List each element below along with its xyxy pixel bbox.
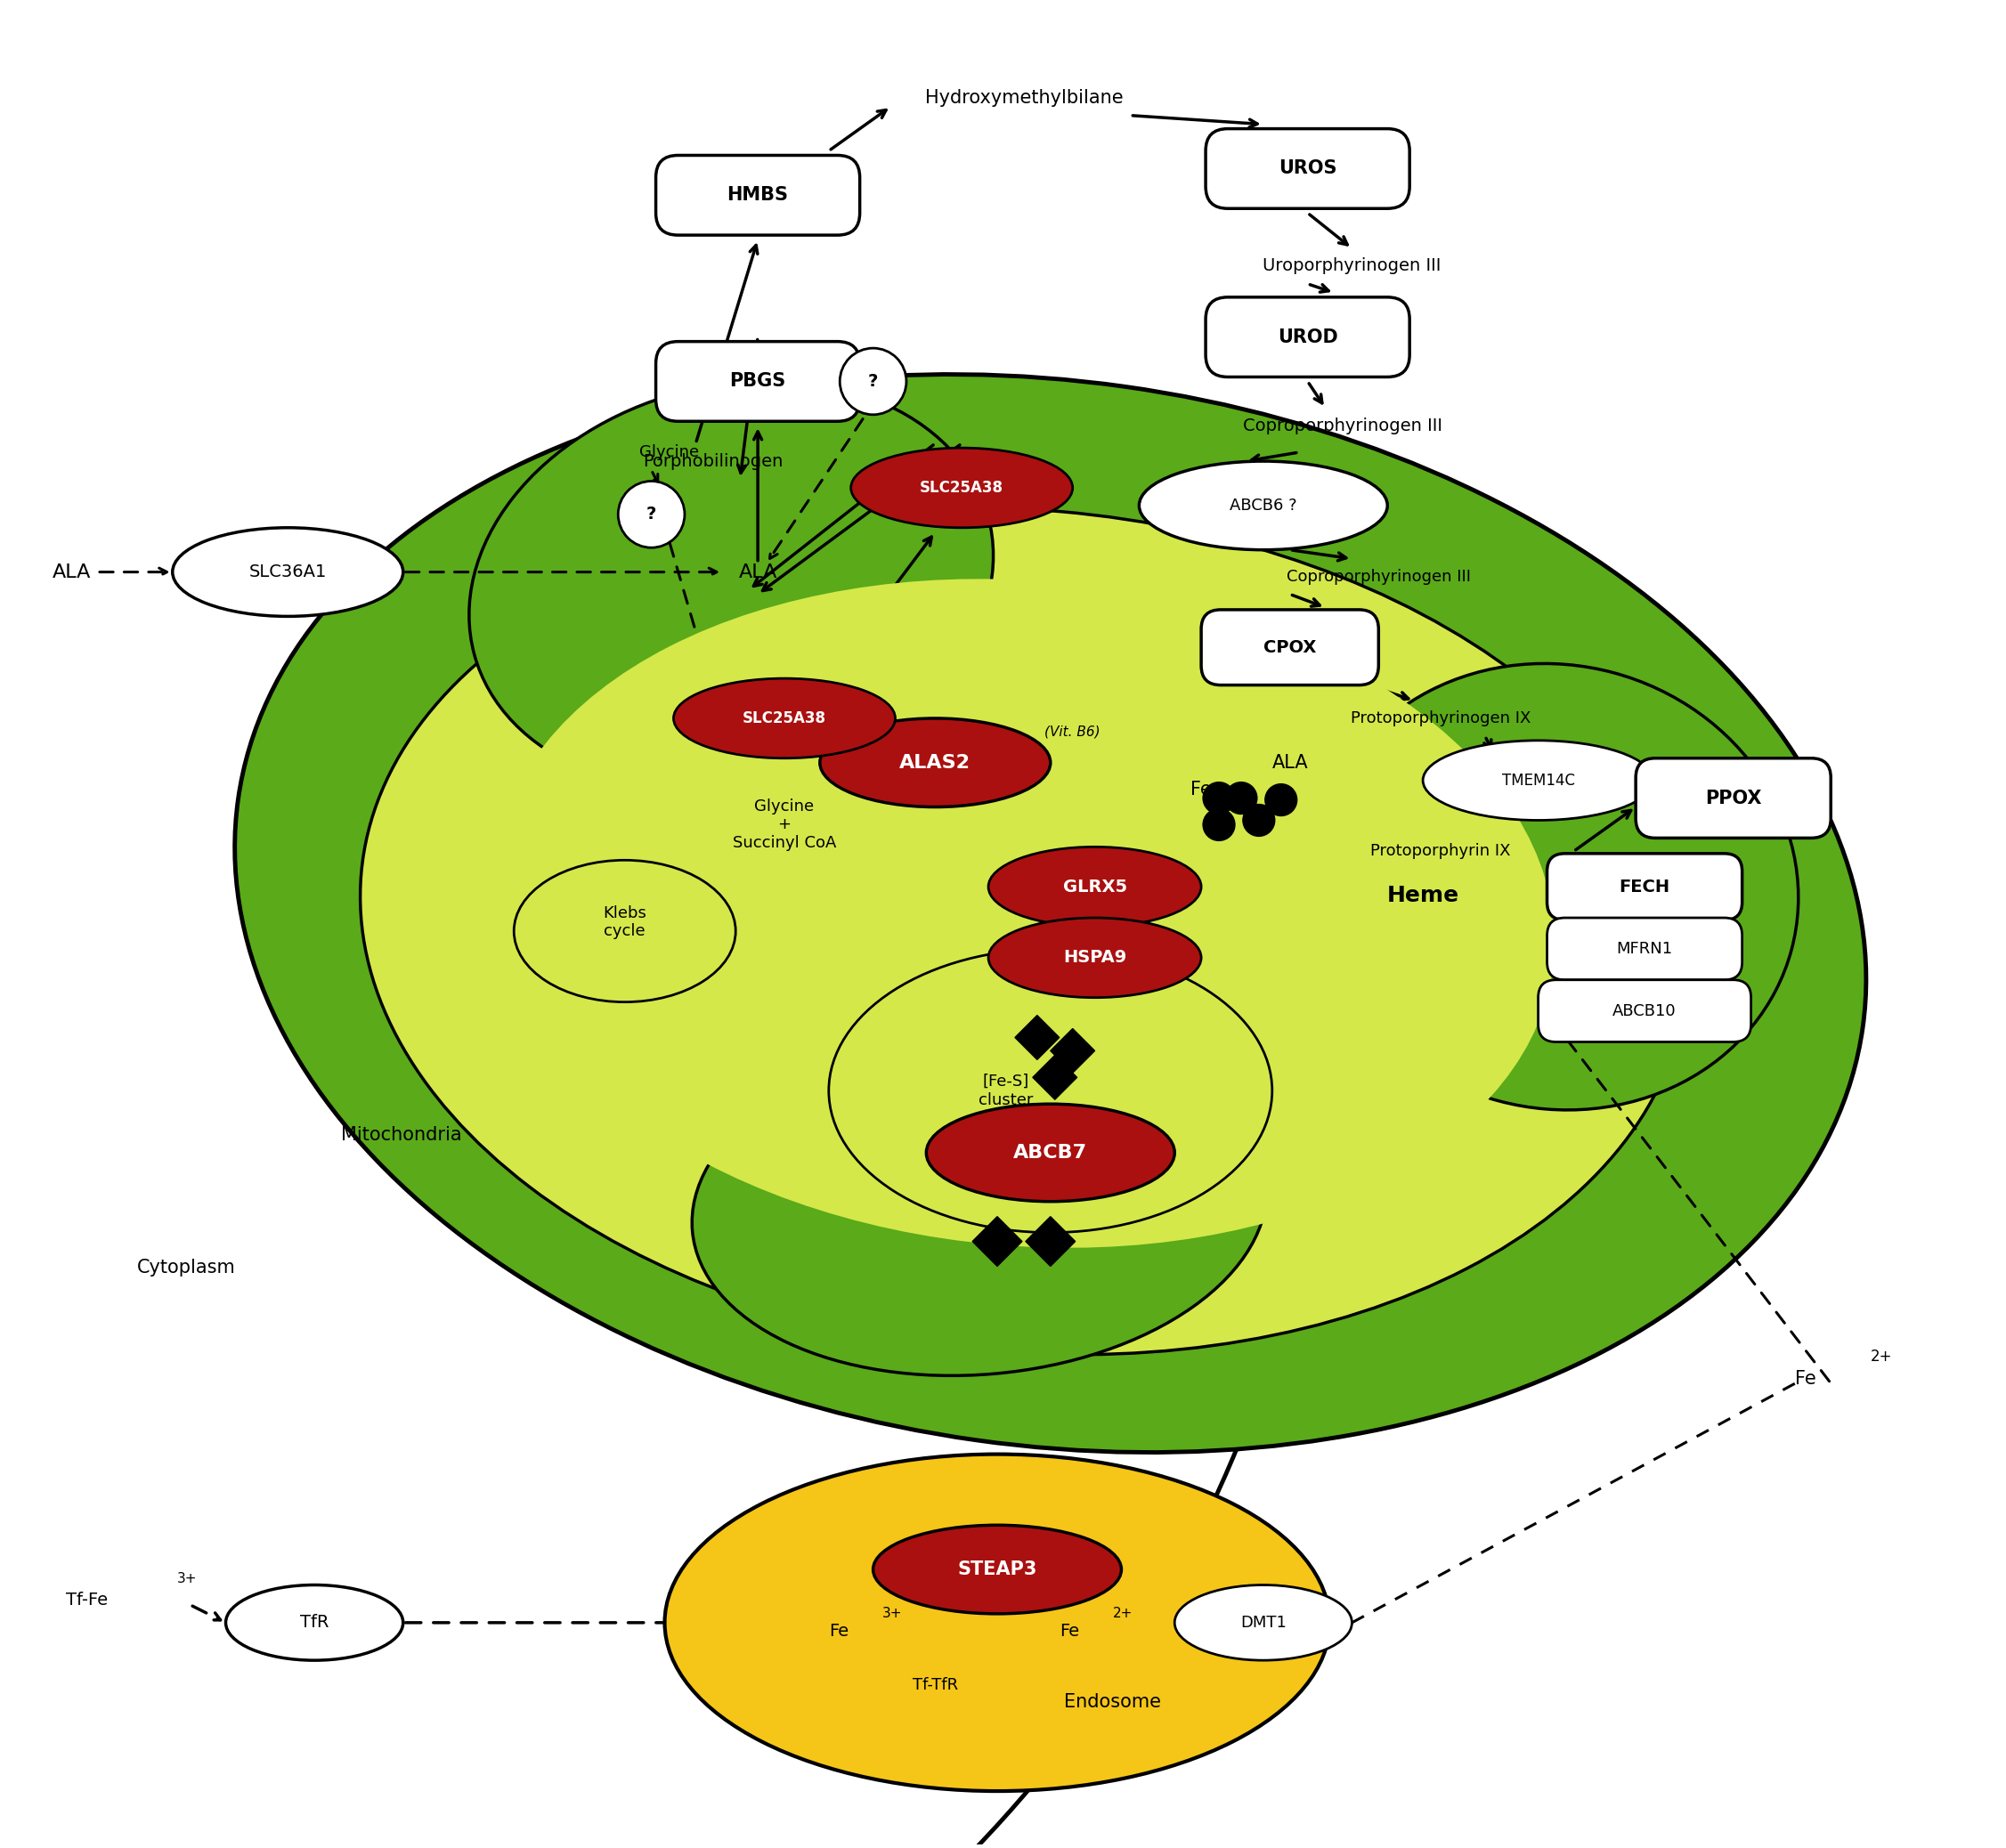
FancyBboxPatch shape [656,155,861,235]
Ellipse shape [361,508,1687,1355]
Ellipse shape [235,375,1866,1453]
Text: Tf-Fe: Tf-Fe [66,1591,108,1610]
Text: Mitochondria: Mitochondria [341,1125,461,1144]
Ellipse shape [1422,741,1653,821]
Text: Uroporphyrinogen III: Uroporphyrinogen III [1262,257,1440,275]
Polygon shape [1051,1029,1095,1074]
Text: ALAS2: ALAS2 [899,754,971,772]
Text: Porphobilinogen: Porphobilinogen [644,453,784,469]
Ellipse shape [820,719,1051,808]
Ellipse shape [989,846,1202,926]
Ellipse shape [841,347,907,414]
Text: HMBS: HMBS [726,187,788,203]
Text: Cytoplasm: Cytoplasm [136,1258,235,1277]
Text: GLRX5: GLRX5 [1063,878,1127,894]
Text: ?: ? [646,506,656,523]
Circle shape [1226,782,1258,815]
Ellipse shape [664,1454,1330,1791]
Text: UROS: UROS [1278,159,1336,177]
Text: PPOX: PPOX [1705,789,1761,808]
Text: Klebs
cycle: Klebs cycle [604,906,646,939]
Text: ALA: ALA [1272,754,1308,772]
Text: Fe: Fe [828,1623,849,1639]
Text: Fe: Fe [1795,1369,1817,1388]
Ellipse shape [493,578,1555,1247]
FancyBboxPatch shape [1202,610,1378,686]
Text: 2+: 2+ [1113,1608,1133,1621]
FancyBboxPatch shape [1635,758,1831,837]
Text: STEAP3: STEAP3 [957,1560,1037,1578]
Ellipse shape [469,381,993,789]
Text: SLC25A38: SLC25A38 [921,480,1003,495]
FancyBboxPatch shape [656,342,861,421]
Polygon shape [973,1216,1023,1266]
FancyBboxPatch shape [1206,129,1410,209]
Ellipse shape [873,1525,1121,1613]
Ellipse shape [227,1586,403,1660]
Text: Heme: Heme [1386,885,1458,906]
Ellipse shape [514,859,736,1002]
Ellipse shape [173,529,403,617]
Text: [Fe-S]
cluster: [Fe-S] cluster [979,1074,1033,1109]
Text: Coproporphyrinogen III: Coproporphyrinogen III [1244,418,1442,434]
Text: MFRN1: MFRN1 [1617,941,1673,957]
Text: Fe: Fe [1192,780,1212,798]
Text: Protoporphyrin IX: Protoporphyrin IX [1370,843,1511,859]
Ellipse shape [1176,1586,1352,1660]
Polygon shape [1025,1216,1075,1266]
Text: ALA: ALA [52,564,92,580]
Ellipse shape [618,480,684,547]
Text: Hydroxymethylbilane: Hydroxymethylbilane [925,89,1123,107]
Polygon shape [1015,1015,1059,1059]
Text: Coproporphyrinogen III: Coproporphyrinogen III [1286,569,1470,584]
Text: ABCB10: ABCB10 [1613,1003,1677,1018]
Text: SLC36A1: SLC36A1 [249,564,327,580]
Text: 3+: 3+ [177,1571,197,1586]
Text: PBGS: PBGS [730,373,786,390]
Ellipse shape [692,1037,1268,1375]
Text: ALA: ALA [738,564,776,580]
Text: Fe: Fe [1059,1623,1079,1639]
Ellipse shape [851,447,1073,529]
FancyBboxPatch shape [1539,979,1751,1042]
Text: Endosome: Endosome [1063,1693,1161,1711]
Circle shape [1204,809,1236,841]
Text: Glycine: Glycine [640,444,698,460]
Ellipse shape [674,678,895,758]
Text: UROD: UROD [1278,329,1338,346]
FancyBboxPatch shape [1206,298,1410,377]
Circle shape [1266,784,1298,815]
Ellipse shape [927,1103,1176,1201]
Text: 2+: 2+ [1872,1349,1892,1364]
Text: TfR: TfR [301,1613,329,1632]
Text: ?: ? [869,373,879,390]
Ellipse shape [989,918,1202,998]
Text: FECH: FECH [1619,878,1671,894]
Text: ABCB7: ABCB7 [1013,1144,1087,1162]
Circle shape [1204,782,1236,815]
Text: SLC25A38: SLC25A38 [742,710,826,726]
Circle shape [1244,804,1274,837]
Polygon shape [1033,1055,1077,1100]
Text: CPOX: CPOX [1264,639,1316,656]
Ellipse shape [828,948,1272,1233]
Text: 3+: 3+ [883,1608,903,1621]
FancyBboxPatch shape [1547,854,1741,920]
FancyBboxPatch shape [1547,918,1741,979]
Text: DMT1: DMT1 [1240,1615,1286,1630]
Text: (Vit. B6): (Vit. B6) [1045,724,1101,739]
Text: ABCB6 ?: ABCB6 ? [1230,497,1298,514]
Text: Glycine
+
Succinyl CoA: Glycine + Succinyl CoA [732,798,837,852]
Text: Protoporphyrinogen IX: Protoporphyrinogen IX [1350,710,1531,726]
Text: Tf-TfR: Tf-TfR [913,1676,959,1693]
Text: HSPA9: HSPA9 [1063,950,1127,967]
Ellipse shape [1139,462,1388,551]
Text: TMEM14C: TMEM14C [1502,772,1575,789]
Ellipse shape [1314,663,1797,1111]
